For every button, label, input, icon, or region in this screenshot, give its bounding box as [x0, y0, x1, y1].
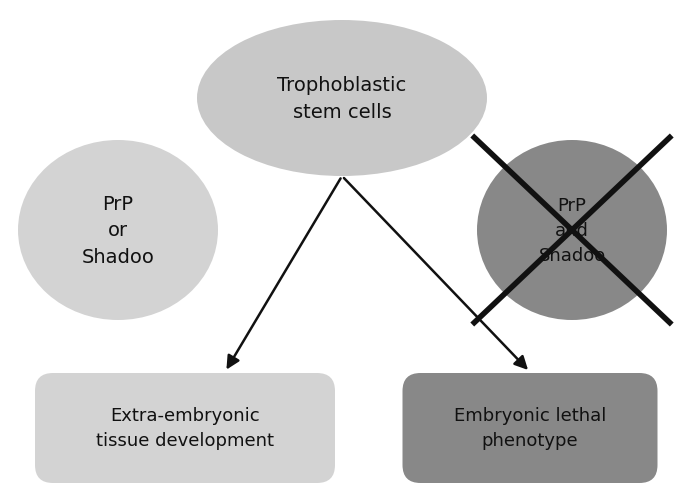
FancyBboxPatch shape [35, 373, 335, 483]
Ellipse shape [477, 141, 667, 320]
Text: Embryonic lethal
phenotype: Embryonic lethal phenotype [453, 407, 606, 449]
Ellipse shape [18, 141, 218, 320]
Text: Extra-embryonic
tissue development: Extra-embryonic tissue development [96, 407, 274, 449]
Text: PrP
and
Shadoo: PrP and Shadoo [538, 197, 605, 264]
Text: PrP
or
Shadoo: PrP or Shadoo [81, 195, 155, 266]
Text: Trophoblastic
stem cells: Trophoblastic stem cells [278, 76, 406, 122]
FancyBboxPatch shape [402, 373, 657, 483]
Ellipse shape [197, 21, 487, 177]
